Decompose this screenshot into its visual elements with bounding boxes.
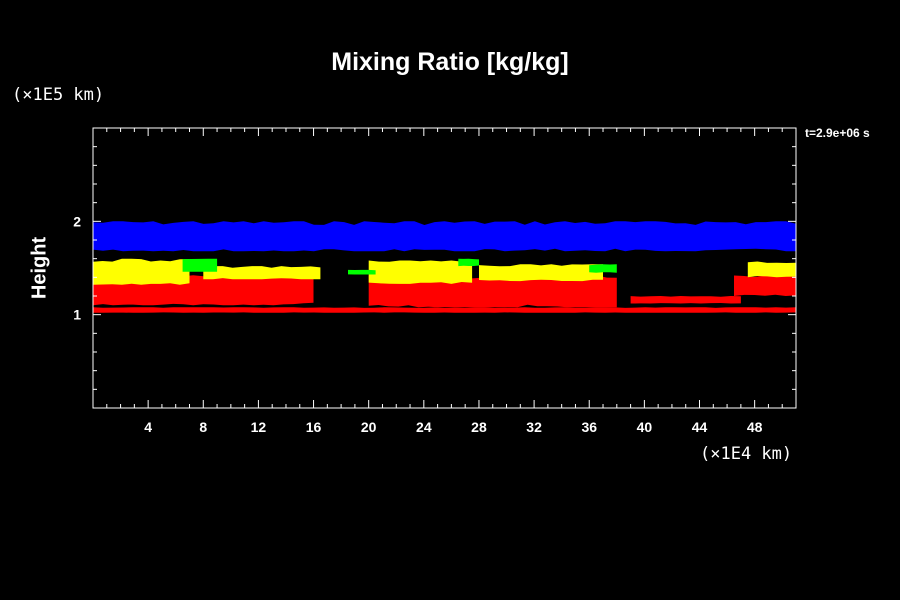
x-tick-label: 4: [144, 419, 152, 435]
x-tick-label: 40: [637, 419, 653, 435]
x-tick-label: 24: [416, 419, 432, 435]
x-tick-label: 36: [581, 419, 597, 435]
x-tick-label: 28: [471, 419, 487, 435]
red-region: [630, 296, 741, 304]
x-tick-label: 8: [199, 419, 207, 435]
yellow-region: [747, 261, 796, 278]
y-tick-label: 1: [73, 307, 81, 323]
red-region: [93, 307, 796, 313]
y-tick-label: 2: [73, 213, 81, 229]
green-region: [589, 264, 617, 273]
yellow-region: [203, 266, 321, 280]
x-axis-unit: (×1E4 km): [700, 444, 793, 464]
red-region: [734, 275, 796, 296]
yellow-region: [93, 258, 190, 285]
x-tick-label: 16: [306, 419, 322, 435]
x-tick-label: 48: [747, 419, 763, 435]
chart-title: Mixing Ratio [kg/kg]: [331, 48, 569, 76]
green-region: [458, 258, 479, 267]
x-tick-label: 12: [251, 419, 267, 435]
plot-frame: [92, 127, 797, 409]
blue-region: [93, 221, 796, 252]
yellow-region: [479, 264, 603, 282]
x-tick-label: 44: [692, 419, 708, 435]
time-label: t=2.9e+06 s: [805, 126, 870, 140]
green-region: [182, 258, 218, 272]
x-tick-label: 20: [361, 419, 377, 435]
x-tick-label: 32: [526, 419, 542, 435]
green-region: [348, 269, 376, 275]
yellow-region: [368, 260, 473, 284]
y-axis-unit: (×1E5 km): [12, 85, 105, 105]
data-layers: [93, 221, 796, 313]
red-region: [368, 275, 617, 308]
